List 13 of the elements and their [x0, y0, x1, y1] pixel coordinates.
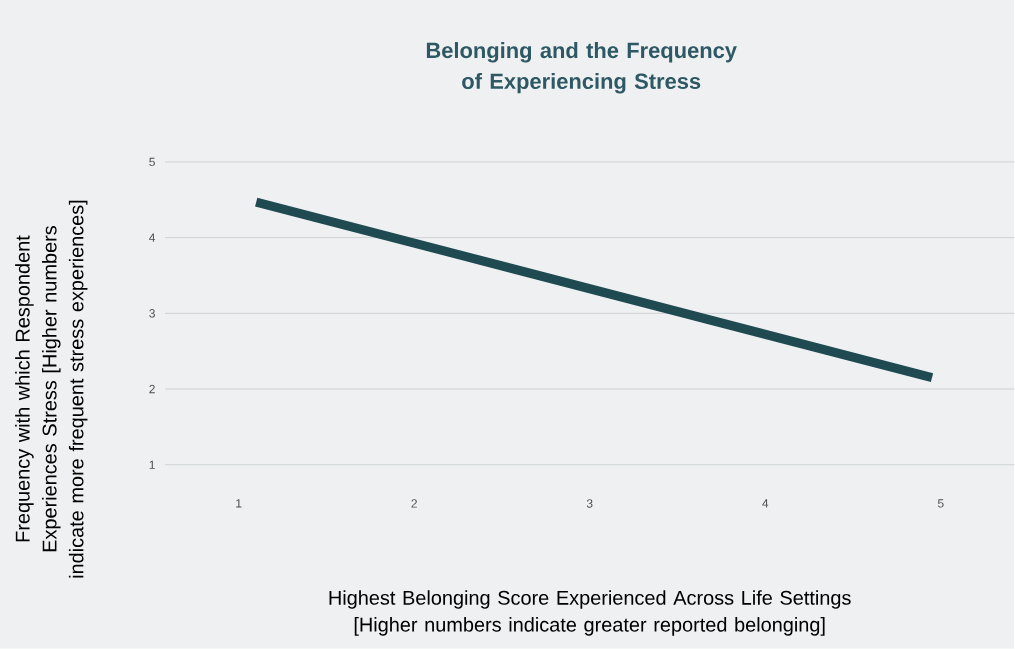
y-tick-label: 4 [149, 233, 156, 242]
chart-title: Belonging and the Frequency of Experiencing Stress [426, 42, 737, 94]
x-tick-label: 1 [236, 499, 242, 508]
y-tick-label: 2 [149, 385, 155, 394]
y-axis-title: Frequency with which Respondent Experiences Stress [Higher numbers indicate more frequent stress experiences] [15, 200, 88, 578]
y-tick-label: 3 [149, 309, 155, 318]
x-tick-label: 3 [586, 499, 593, 508]
x-tick-label: 2 [411, 499, 417, 508]
x-axis-title: Highest Belonging Score Experienced Across Life Settings [Higher numbers indicate greater reported belonging] [329, 590, 851, 636]
x-tick-label: 5 [937, 499, 944, 508]
x-tick-label: 4 [762, 499, 769, 508]
y-tick-label: 1 [149, 460, 155, 470]
y-tick-label: 5 [149, 157, 155, 167]
